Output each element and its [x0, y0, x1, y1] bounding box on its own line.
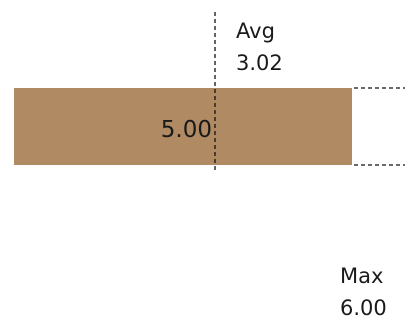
bar-value-label: 5.00 — [161, 117, 212, 143]
max-label: Max — [340, 264, 383, 288]
bar — [14, 88, 352, 165]
avg-label: Avg — [236, 19, 275, 43]
max-value: 6.00 — [340, 296, 387, 320]
avg-value: 3.02 — [236, 51, 283, 75]
